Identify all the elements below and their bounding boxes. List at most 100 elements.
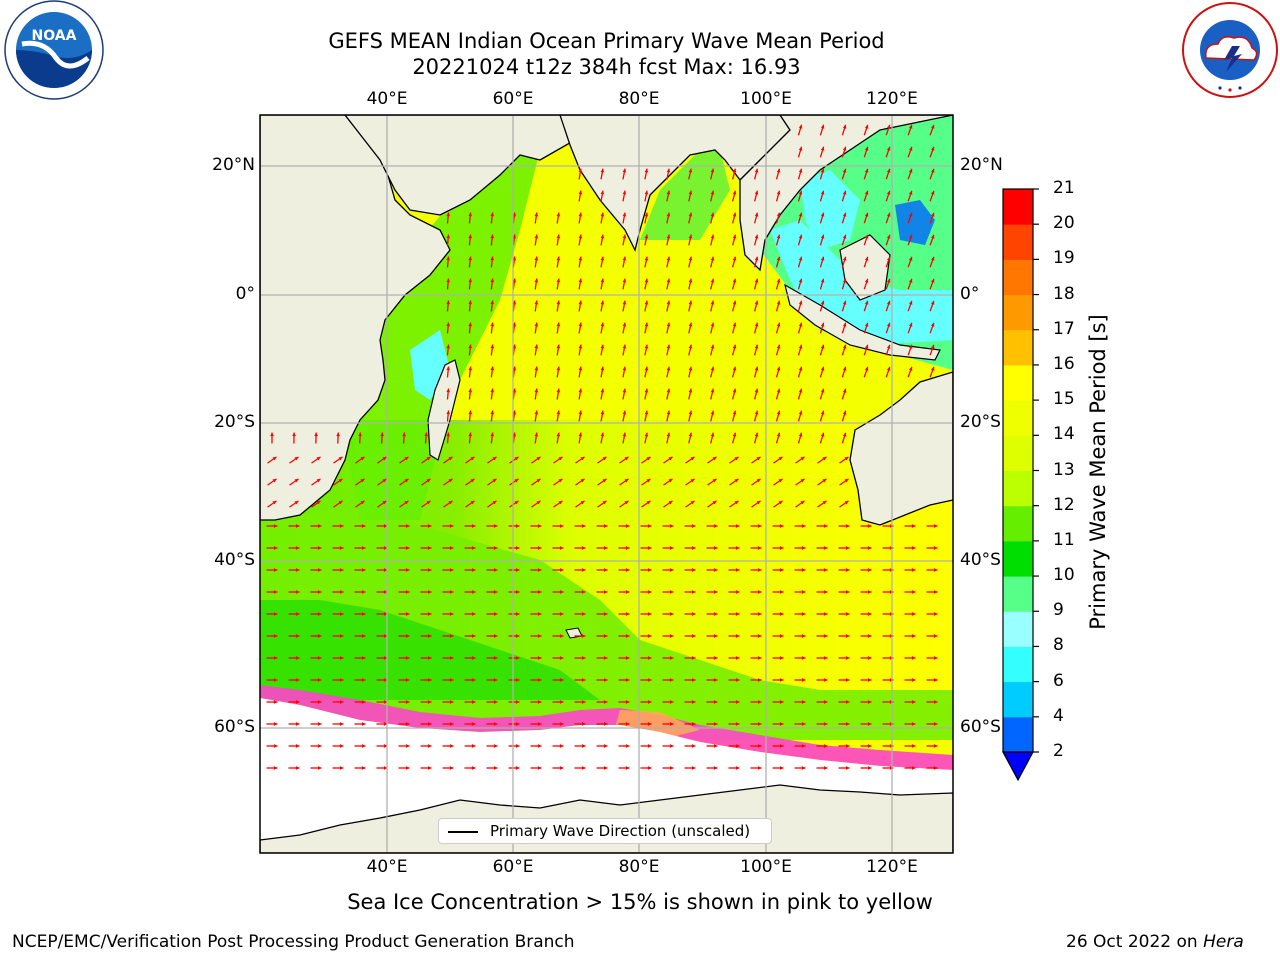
wave-arrow-head [864,300,869,305]
wave-arrow-head [779,612,784,616]
wave-arrow-head [647,612,652,616]
wave-arrow-head [911,744,916,748]
wave-arrow-head [823,656,828,660]
wave-arrow-head [426,478,431,483]
wave-arrow-head [446,322,450,327]
wave-arrow-head [820,256,825,261]
wave-arrow-head [666,366,671,371]
wave-arrow-head [732,234,737,239]
wave-arrow-head [688,344,693,349]
wave-arrow-head [339,700,344,704]
wave-arrow-head [427,678,432,682]
wave-arrow-head [468,322,473,327]
lon-label-top-60e: 60°E [492,89,534,109]
wave-arrow-head [336,432,340,437]
wave-arrow-head [886,366,891,371]
colorbar-tick-label: 2 [1053,741,1064,761]
wave-arrow-head [732,322,737,327]
wave-arrow-head [710,212,715,217]
wave-arrow-head [295,678,300,682]
forecast-subtitle: 20221024 t12z 384h fcst Max: 16.93 [412,55,801,79]
wave-arrow-head [471,678,476,682]
wave-arrow-head [625,590,630,594]
wave-arrow-head [493,678,498,682]
wave-arrow-head [690,500,695,505]
wave-arrow-head [490,432,495,437]
wave-arrow-head [713,524,718,528]
wave-arrow-head [735,700,740,704]
wave-arrow-head [449,744,454,748]
wave-arrow-head [644,344,649,349]
footer-date-text: 26 Oct 2022 on [1066,932,1204,952]
wave-arrow-head [732,432,737,437]
colorbar-tick-label: 12 [1053,494,1075,515]
wave-arrow-head [798,322,803,327]
wave-arrow-head [600,212,605,217]
wave-arrow-head [823,766,828,770]
lon-label-bottom-80e: 80°E [618,857,660,877]
wave-arrow-head [361,612,366,616]
wave-arrow-head [625,700,630,704]
wave-arrow-head [360,478,365,483]
wave-arrow-head [600,410,605,415]
wave-arrow-head [647,590,652,594]
wave-arrow-head [515,700,520,704]
wave-arrow-head [295,766,300,770]
wave-arrow-head [448,500,453,505]
wave-arrow-head [911,656,916,660]
wave-arrow-head [776,432,781,437]
wave-arrow-head [622,212,627,217]
footer-date: 26 Oct 2022 on Hera [1066,932,1244,952]
lat-label-right-20n: 20°N [960,155,1003,175]
wave-arrow-head [446,344,450,349]
noaa-logo: NOAA [4,0,104,100]
wave-arrow-head [845,678,850,682]
wave-arrow-head [492,500,497,505]
wave-arrow-head [490,234,495,239]
wave-arrow-head [515,656,520,660]
wave-arrow-head [515,634,520,638]
wave-arrow-head [339,656,344,660]
wave-arrow-head [735,722,740,726]
wave-arrow-head [600,278,605,283]
wave-arrow-head [404,478,409,483]
wave-arrow-head [668,500,673,505]
noaa-logo-text: NOAA [32,28,77,44]
wave-arrow-head [691,524,696,528]
wave-arrow-head [578,432,583,437]
wave-arrow-head [578,212,583,217]
wave-arrow-head [886,168,891,173]
wave-arrow-head [294,500,299,505]
wave-arrow-head [710,168,715,173]
wave-arrow-head [754,190,759,195]
wave-arrow-head [867,722,872,726]
wave-arrow-head [757,568,762,572]
wave-arrow-head [735,612,740,616]
wave-arrow-head [820,388,825,393]
wave-arrow-head [603,678,608,682]
wave-arrow-head [493,590,498,594]
wave-arrow-head [864,366,869,371]
wave-arrow-head [622,190,627,195]
wave-arrow-head [754,322,759,327]
wave-arrow-head [644,322,649,327]
wave-arrow-head [493,612,498,616]
wave-arrow-head [691,678,696,682]
wave-arrow-head [427,700,432,704]
wave-arrow-head [578,278,583,283]
wave-arrow-head [471,524,476,528]
wave-arrow-head [383,656,388,660]
wave-arrow-head [732,366,737,371]
wave-arrow-head [842,212,847,217]
wave-arrow-head [779,634,784,638]
wave-arrow-head [713,634,718,638]
wave-arrow-head [339,634,344,638]
wave-arrow-head [273,546,278,550]
wave-arrow-head [625,634,630,638]
wave-arrow-head [801,590,806,594]
wave-arrow-head [581,766,586,770]
wave-arrow-head [710,366,715,371]
wave-arrow-head [779,656,784,660]
southeast-asia [739,115,953,272]
wave-arrow-head [493,766,498,770]
